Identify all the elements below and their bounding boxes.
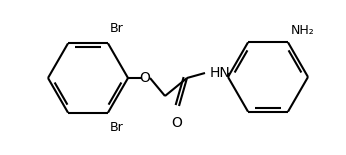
Text: HN: HN (210, 66, 231, 80)
Text: Br: Br (110, 121, 124, 134)
Text: Br: Br (110, 22, 124, 35)
Text: NH₂: NH₂ (291, 24, 315, 37)
Text: O: O (172, 116, 182, 130)
Text: O: O (139, 71, 151, 85)
